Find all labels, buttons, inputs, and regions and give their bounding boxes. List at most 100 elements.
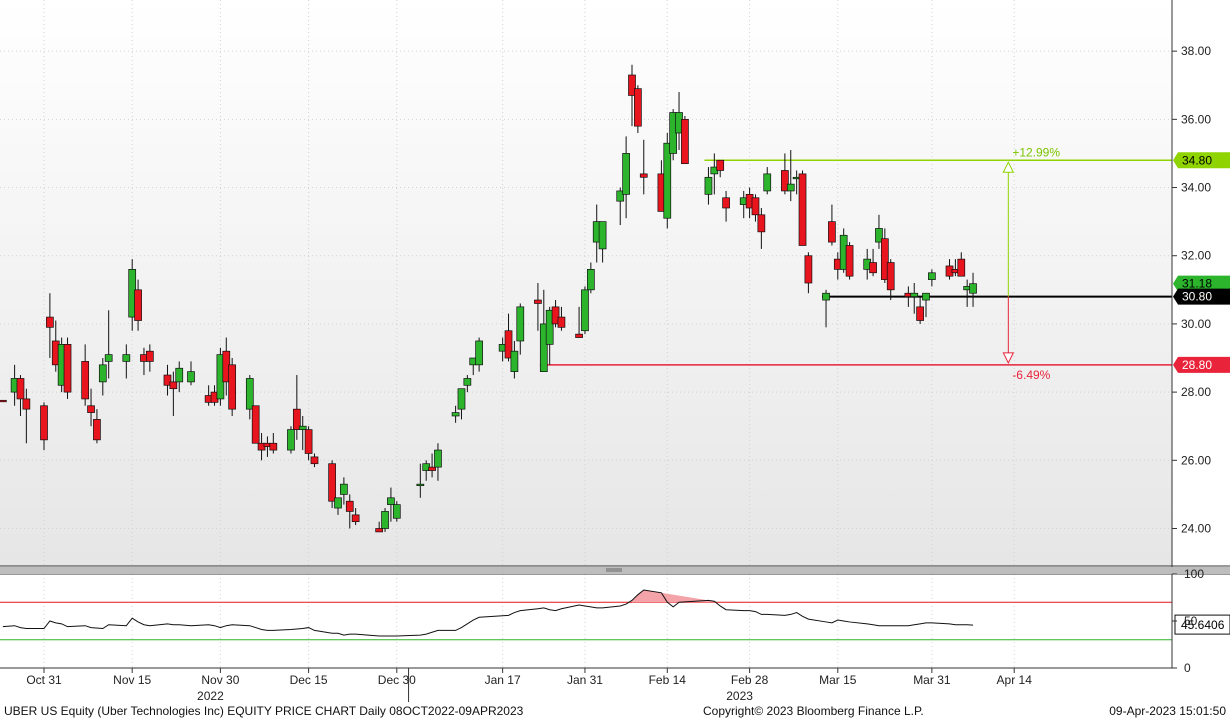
candle-down: [551, 306, 560, 325]
date-tick-label: Feb 14: [649, 673, 687, 687]
price-tick-label: 24.00: [1181, 521, 1211, 535]
candle-up: [516, 306, 525, 342]
date-tick-label: Oct 31: [26, 673, 62, 687]
candle-down: [163, 374, 172, 386]
candle-up: [663, 142, 672, 219]
candle-up: [392, 504, 401, 519]
candle-down: [628, 74, 636, 96]
candle-down: [87, 405, 95, 413]
timestamp: 09-Apr-2023 15:01:50: [1109, 704, 1226, 718]
candle-up: [387, 497, 395, 505]
candle-up: [98, 364, 107, 383]
candle-down: [40, 405, 48, 441]
date-tick-label: Mar 31: [913, 673, 951, 687]
candle-up: [451, 412, 460, 417]
candle-down: [916, 306, 924, 321]
candle-up: [616, 190, 625, 202]
candle-up: [475, 340, 483, 366]
candle-down: [828, 221, 836, 243]
price-panel-background: [0, 0, 1172, 566]
candle-up: [416, 483, 425, 487]
rsi-overbought-fill: [632, 589, 715, 603]
price-tick-label: 38.00: [1181, 44, 1211, 58]
candle-down: [63, 344, 72, 393]
candle-down: [93, 419, 101, 441]
candle-down: [328, 463, 336, 502]
gridlines: [0, 0, 1172, 668]
downside-percent-label: -6.49%: [1012, 368, 1050, 382]
price-tick-label: 36.00: [1181, 112, 1211, 126]
candle-down: [575, 333, 583, 338]
candle-down: [681, 118, 689, 165]
rsi-tick-label: 100: [1184, 567, 1204, 581]
candle-down: [722, 197, 730, 209]
price-tag-label: 34.80: [1182, 153, 1212, 167]
candle-down: [757, 214, 766, 233]
candle-down: [345, 500, 354, 512]
year-label: 2022: [197, 689, 224, 702]
date-tick-label: Jan 17: [485, 673, 521, 687]
price-tag-label: 31.18: [1182, 277, 1212, 291]
candle-down: [375, 528, 384, 533]
candle-down: [845, 245, 854, 277]
candle-down: [22, 398, 31, 410]
candle-down: [351, 514, 360, 523]
date-tick-label: Feb 28: [731, 673, 769, 687]
rsi-last-tag: [1174, 614, 1230, 635]
year-label: 2023: [726, 689, 753, 702]
date-tick-label: Nov 30: [201, 673, 239, 687]
candle-down: [269, 442, 278, 451]
date-tick-label: Mar 15: [819, 673, 857, 687]
candle-up: [928, 272, 936, 280]
rsi-tick-label: 50: [1184, 614, 1198, 628]
price-tag-label: 30.80: [1182, 290, 1212, 304]
date-tick-label: Dec 30: [378, 673, 416, 687]
candle-down: [0, 399, 7, 403]
candle-up: [786, 183, 795, 192]
rsi-indicator: 45.6406: [0, 589, 1230, 641]
candle-down: [781, 170, 789, 192]
candle-up: [457, 388, 466, 410]
candle-up: [510, 350, 519, 373]
price-tick-label: 34.00: [1181, 181, 1211, 195]
candle-down: [880, 238, 889, 280]
price-tick-label: 28.00: [1181, 385, 1211, 399]
candle-down: [310, 456, 319, 465]
price-tag: [1173, 275, 1230, 292]
candle-up: [586, 269, 595, 291]
candles: [0, 64, 977, 533]
candle-up: [581, 289, 589, 332]
candle-up: [434, 449, 442, 468]
candle-up: [298, 425, 307, 430]
rsi-tick-label: 0: [1184, 661, 1191, 675]
candle-up: [969, 283, 977, 294]
candle-up: [334, 497, 342, 509]
candle-down: [957, 258, 966, 277]
price-tick-label: 32.00: [1181, 249, 1211, 263]
price-tick-label: 30.00: [1181, 317, 1211, 331]
price-tag-label: 28.80: [1182, 358, 1212, 372]
candle-down: [557, 316, 566, 328]
candle-up: [287, 429, 295, 451]
level-lines: [539, 159, 1172, 366]
candle-down: [639, 173, 648, 178]
upside-arrow-head: [1002, 161, 1015, 173]
candle-up: [187, 371, 195, 383]
candle-up: [175, 367, 184, 383]
price-tag: [1173, 356, 1230, 373]
candle-up: [822, 292, 830, 301]
price-tick-label: 26.00: [1181, 453, 1211, 467]
candle-up: [545, 309, 554, 345]
date-tick-label: Nov 15: [113, 673, 151, 687]
candle-down: [804, 255, 813, 284]
candle-up: [381, 511, 389, 529]
candle-down: [428, 466, 436, 471]
candle-down: [751, 197, 760, 216]
upside-percent-label: +12.99%: [1012, 145, 1060, 159]
candle-down: [886, 262, 895, 291]
candle-down: [504, 330, 513, 359]
price-tag: [1173, 288, 1230, 305]
candle-up: [539, 323, 548, 373]
